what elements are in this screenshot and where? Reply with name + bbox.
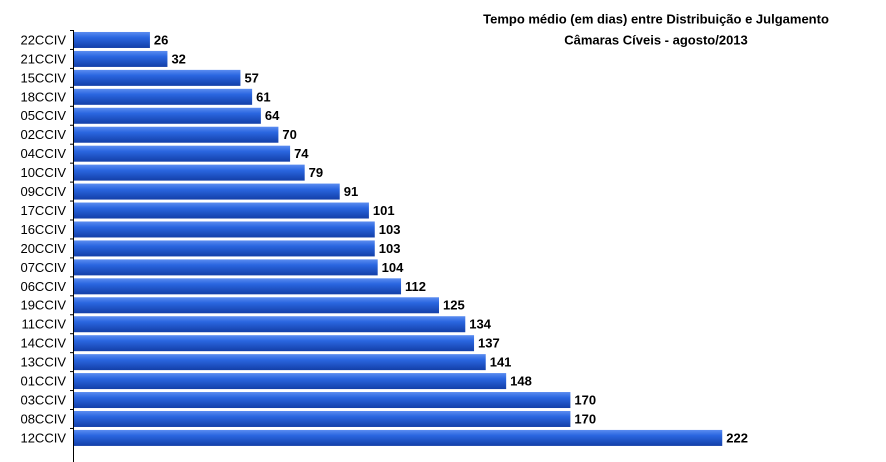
chart-title: Tempo médio (em dias) entre Distribuição…	[483, 11, 829, 26]
value-label: 74	[294, 146, 309, 161]
bar	[74, 31, 150, 48]
bar	[74, 69, 241, 86]
value-label: 170	[574, 392, 596, 407]
y-tick-label: 10CCIV	[20, 165, 66, 180]
value-label: 137	[478, 336, 500, 351]
value-label: 26	[154, 32, 168, 47]
y-tick-label: 17CCIV	[20, 203, 66, 218]
bar	[74, 392, 571, 409]
y-tick-label: 04CCIV	[20, 146, 66, 161]
bar	[74, 259, 378, 276]
y-tick-label: 18CCIV	[20, 89, 66, 104]
y-tick-label: 20CCIV	[20, 241, 66, 256]
value-label: 104	[382, 260, 404, 275]
bar	[74, 107, 261, 124]
bar	[74, 183, 340, 200]
value-label: 57	[244, 70, 258, 85]
y-tick-label: 01CCIV	[20, 374, 66, 389]
value-label: 64	[265, 108, 280, 123]
y-tick-label: 13CCIV	[20, 355, 66, 370]
value-label: 134	[469, 317, 491, 332]
chart-subtitle: Câmaras Cíveis - agosto/2013	[564, 32, 748, 47]
y-tick-label: 08CCIV	[20, 411, 66, 426]
value-label: 112	[405, 279, 426, 294]
value-label: 61	[256, 89, 270, 104]
value-label: 101	[373, 203, 395, 218]
value-label: 148	[510, 374, 532, 389]
bar	[74, 221, 375, 238]
value-label: 222	[726, 430, 748, 445]
bar	[74, 373, 507, 390]
y-tick-label: 15CCIV	[20, 70, 66, 85]
bar	[74, 202, 369, 219]
value-label: 141	[490, 355, 512, 370]
y-tick-label: 22CCIV	[20, 32, 66, 47]
y-tick-label: 06CCIV	[20, 279, 66, 294]
bar	[74, 126, 279, 143]
value-label: 103	[379, 222, 401, 237]
y-tick-label: 16CCIV	[20, 222, 66, 237]
value-label: 91	[344, 184, 358, 199]
y-tick-label: 11CCIV	[21, 317, 66, 332]
value-label: 32	[171, 51, 185, 66]
bar	[74, 316, 466, 333]
value-label: 103	[379, 241, 401, 256]
y-tick-label: 19CCIV	[20, 298, 66, 313]
bar	[74, 410, 571, 427]
bar	[74, 50, 168, 67]
value-label: 170	[574, 411, 596, 426]
y-tick-label: 09CCIV	[20, 184, 66, 199]
y-tick-label: 12CCIV	[20, 430, 66, 445]
bar	[74, 354, 486, 371]
bar	[74, 88, 253, 105]
y-tick-label: 14CCIV	[20, 336, 66, 351]
y-tick-label: 05CCIV	[20, 108, 66, 123]
y-tick-label: 03CCIV	[20, 392, 66, 407]
value-label: 70	[282, 127, 296, 142]
y-tick-label: 21CCIV	[20, 51, 66, 66]
bar	[74, 240, 375, 257]
value-label: 125	[443, 298, 465, 313]
bar	[74, 164, 305, 181]
bar	[74, 145, 291, 162]
bar	[74, 278, 402, 295]
y-tick-label: 02CCIV	[20, 127, 66, 142]
bar	[74, 429, 723, 446]
bar	[74, 297, 439, 314]
bar	[74, 335, 475, 352]
y-tick-label: 07CCIV	[20, 260, 66, 275]
value-label: 79	[309, 165, 323, 180]
